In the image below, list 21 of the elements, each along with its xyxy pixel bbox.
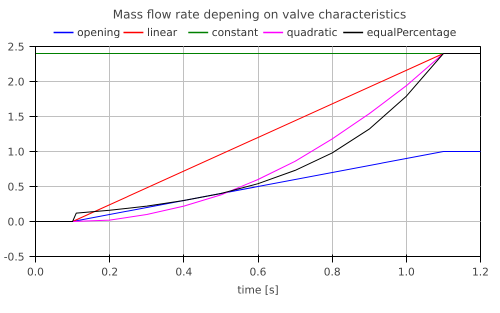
y-tick-label: 1.0 — [8, 146, 25, 158]
y-tick-label: 2.5 — [8, 40, 25, 54]
y-tick-label: 0.5 — [8, 180, 25, 194]
x-tick-label: 1.0 — [398, 266, 416, 278]
y-tick-label: 1.5 — [8, 110, 25, 124]
x-tick-label: 0.8 — [324, 266, 341, 278]
legend-label: opening — [77, 26, 120, 39]
legend-label: constant — [212, 26, 258, 39]
x-tick-label: 0.2 — [101, 266, 118, 278]
legend-label: equalPercentage — [366, 26, 456, 39]
y-tick-label: 2.0 — [8, 76, 25, 88]
y-tick-label: 0.0 — [8, 216, 25, 228]
x-axis-title: time [s] — [237, 284, 279, 296]
legend-label: quadratic — [286, 26, 338, 39]
x-tick-label: 0.0 — [27, 266, 44, 278]
legend-label: linear — [147, 26, 178, 39]
chart-title: Mass flow rate depening on valve characteristics — [112, 8, 406, 22]
x-tick-label: 0.4 — [175, 266, 193, 278]
x-tick-label: 1.2 — [472, 266, 489, 278]
x-tick-label: 0.6 — [250, 266, 267, 278]
y-tick-label: -0.5 — [4, 250, 25, 264]
